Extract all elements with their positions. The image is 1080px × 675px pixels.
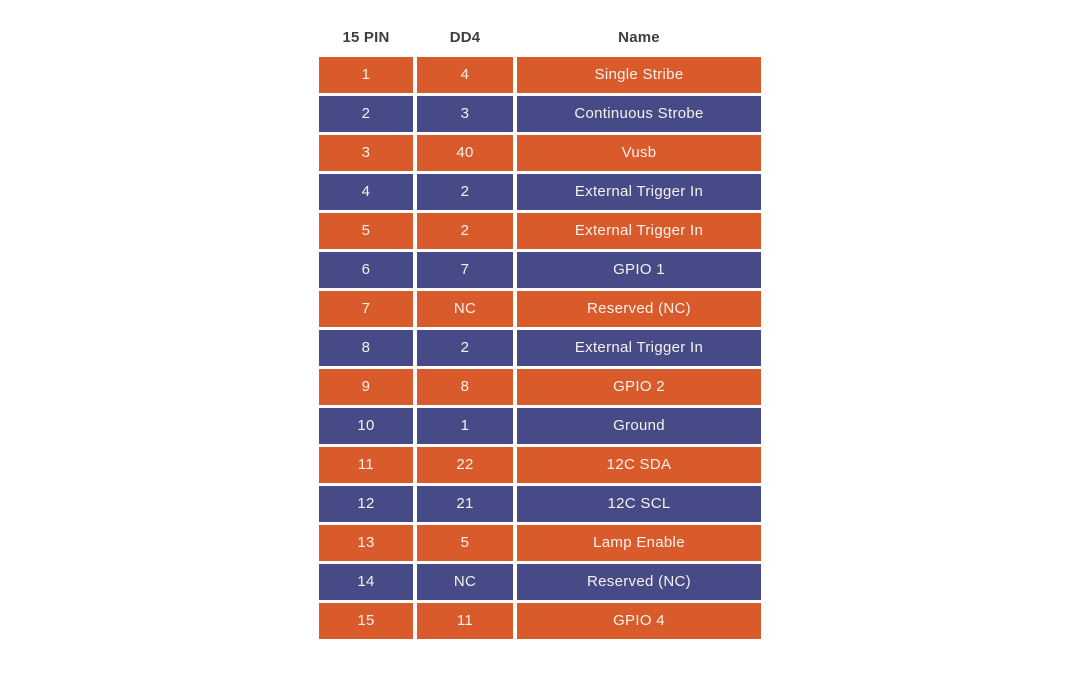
- dd4-cell: 5: [417, 525, 513, 561]
- table-row: 6 7 GPIO 1: [319, 252, 761, 288]
- name-cell: Lamp Enable: [517, 525, 761, 561]
- dd4-cell: 4: [417, 57, 513, 93]
- column-header-15pin: 15 PIN: [342, 29, 390, 46]
- dd4-cell: 2: [417, 213, 513, 249]
- pin-cell: 15: [319, 603, 413, 639]
- pin-cell: 6: [319, 252, 413, 288]
- dd4-cell: 3: [417, 96, 513, 132]
- table-row: 11 22 12C SDA: [319, 447, 761, 483]
- dd4-cell: 1: [417, 408, 513, 444]
- name-cell: Reserved (NC): [517, 564, 761, 600]
- name-cell: 12C SCL: [517, 486, 761, 522]
- table-row: 14 NC Reserved (NC): [319, 564, 761, 600]
- pin-cell: 2: [319, 96, 413, 132]
- pin-cell: 11: [319, 447, 413, 483]
- name-cell: GPIO 4: [517, 603, 761, 639]
- table-row: 13 5 Lamp Enable: [319, 525, 761, 561]
- table-body: 1 4 Single Stribe 2 3 Continuous Strobe 3 40 Vus…: [319, 57, 761, 639]
- dd4-cell: 2: [417, 174, 513, 210]
- pin-cell: 4: [319, 174, 413, 210]
- pin-cell: 3: [319, 135, 413, 171]
- dd4-cell: 21: [417, 486, 513, 522]
- name-cell: GPIO 2: [517, 369, 761, 405]
- table-row: 15 11 GPIO 4: [319, 603, 761, 639]
- name-cell: Reserved (NC): [517, 291, 761, 327]
- pin-cell: 8: [319, 330, 413, 366]
- pin-cell: 5: [319, 213, 413, 249]
- table-row: 3 40 Vusb: [319, 135, 761, 171]
- pin-cell: 14: [319, 564, 413, 600]
- table-row: 1 4 Single Stribe: [319, 57, 761, 93]
- name-cell: GPIO 1: [517, 252, 761, 288]
- pin-cell: 1: [319, 57, 413, 93]
- dd4-cell: NC: [417, 291, 513, 327]
- table-row: 5 2 External Trigger In: [319, 213, 761, 249]
- dd4-cell: 11: [417, 603, 513, 639]
- table-row: 2 3 Continuous Strobe: [319, 96, 761, 132]
- name-cell: Single Stribe: [517, 57, 761, 93]
- dd4-cell: 2: [417, 330, 513, 366]
- table-row: 8 2 External Trigger In: [319, 330, 761, 366]
- name-cell: Continuous Strobe: [517, 96, 761, 132]
- dd4-cell: 22: [417, 447, 513, 483]
- pin-cell: 10: [319, 408, 413, 444]
- column-header-dd4: DD4: [449, 29, 481, 46]
- pin-cell: 12: [319, 486, 413, 522]
- table-row: 4 2 External Trigger In: [319, 174, 761, 210]
- name-cell: Vusb: [517, 135, 761, 171]
- pin-cell: 13: [319, 525, 413, 561]
- name-cell: Ground: [517, 408, 761, 444]
- table-header-row: 15 PIN DD4 Name: [319, 29, 761, 47]
- table-row: 10 1 Ground: [319, 408, 761, 444]
- column-header-name: Name: [618, 29, 660, 46]
- table-row: 7 NC Reserved (NC): [319, 291, 761, 327]
- pin-cell: 7: [319, 291, 413, 327]
- name-cell: External Trigger In: [517, 174, 761, 210]
- dd4-cell: 40: [417, 135, 513, 171]
- name-cell: 12C SDA: [517, 447, 761, 483]
- pin-mapping-table: 15 PIN DD4 Name 1 4 Single Stribe 2 3 Continu…: [319, 29, 761, 639]
- table-row: 12 21 12C SCL: [319, 486, 761, 522]
- name-cell: External Trigger In: [517, 330, 761, 366]
- dd4-cell: 7: [417, 252, 513, 288]
- pin-cell: 9: [319, 369, 413, 405]
- name-cell: External Trigger In: [517, 213, 761, 249]
- dd4-cell: 8: [417, 369, 513, 405]
- dd4-cell: NC: [417, 564, 513, 600]
- table-row: 9 8 GPIO 2: [319, 369, 761, 405]
